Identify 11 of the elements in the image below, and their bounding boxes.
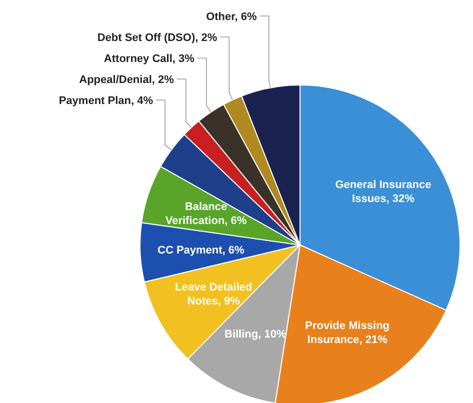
slice-label: Debt Set Off (DSO), 2% xyxy=(97,32,218,44)
slice-label: Balance Verification, 6% xyxy=(165,201,247,228)
slice-label: Attorney Call, 3% xyxy=(104,53,195,65)
slice-label: Payment Plan, 4% xyxy=(58,95,154,107)
slice-label: CC Payment, 6% xyxy=(158,244,245,257)
slice-label: Other, 6% xyxy=(206,11,258,23)
slice-label: Appeal/Denial, 2% xyxy=(79,74,174,86)
slice-label: General Insurance Issues, 32% xyxy=(335,179,432,206)
slice-label: Provide Missing Insurance, 21% xyxy=(305,320,390,346)
slice-label: Leave Detailed Notes, 9% xyxy=(175,282,252,308)
slice-label: Billing, 10% xyxy=(224,328,286,341)
